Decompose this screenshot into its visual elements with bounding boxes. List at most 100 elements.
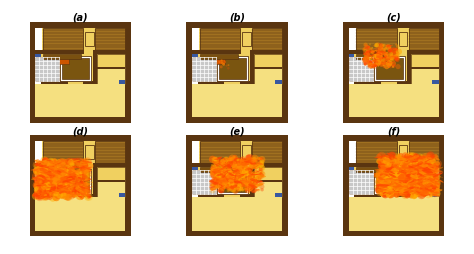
Circle shape	[75, 176, 76, 177]
Circle shape	[427, 159, 428, 161]
Circle shape	[404, 183, 410, 189]
Circle shape	[426, 195, 428, 196]
Circle shape	[55, 187, 61, 192]
Circle shape	[38, 174, 39, 176]
Circle shape	[234, 183, 242, 190]
Circle shape	[402, 179, 404, 181]
Circle shape	[407, 156, 413, 162]
Circle shape	[379, 54, 382, 56]
Circle shape	[422, 155, 426, 159]
Ellipse shape	[406, 190, 419, 193]
Circle shape	[401, 172, 408, 180]
Circle shape	[396, 53, 400, 56]
Circle shape	[421, 170, 424, 173]
Circle shape	[431, 170, 433, 171]
Circle shape	[261, 187, 262, 188]
Ellipse shape	[222, 171, 226, 173]
Ellipse shape	[38, 160, 46, 165]
Circle shape	[381, 167, 384, 171]
Circle shape	[403, 180, 407, 184]
Circle shape	[363, 57, 369, 64]
Circle shape	[390, 193, 392, 194]
Circle shape	[412, 156, 418, 162]
Circle shape	[85, 164, 88, 167]
Circle shape	[242, 183, 246, 186]
Ellipse shape	[378, 189, 389, 191]
Bar	[192, 55, 198, 59]
Circle shape	[420, 183, 424, 187]
Circle shape	[84, 193, 91, 201]
Circle shape	[242, 183, 245, 186]
Circle shape	[401, 189, 410, 198]
Circle shape	[75, 175, 82, 182]
Circle shape	[34, 190, 41, 197]
Ellipse shape	[225, 169, 232, 171]
Circle shape	[229, 155, 236, 162]
Circle shape	[255, 172, 257, 174]
Ellipse shape	[381, 177, 385, 178]
Circle shape	[68, 169, 76, 177]
Circle shape	[381, 165, 384, 168]
Circle shape	[398, 188, 401, 191]
Circle shape	[60, 189, 64, 194]
Ellipse shape	[412, 186, 421, 189]
Circle shape	[390, 59, 392, 61]
Ellipse shape	[76, 183, 86, 185]
Ellipse shape	[399, 167, 403, 169]
Ellipse shape	[228, 179, 234, 182]
Circle shape	[394, 165, 396, 167]
Circle shape	[384, 48, 387, 50]
Circle shape	[41, 165, 46, 170]
Circle shape	[63, 186, 67, 190]
Circle shape	[50, 192, 55, 196]
Ellipse shape	[45, 173, 51, 176]
Ellipse shape	[217, 180, 226, 182]
Ellipse shape	[83, 170, 92, 171]
Circle shape	[428, 161, 429, 163]
Circle shape	[40, 189, 46, 195]
Circle shape	[67, 161, 72, 166]
Ellipse shape	[401, 177, 409, 182]
Circle shape	[70, 162, 71, 164]
Circle shape	[210, 173, 213, 176]
Ellipse shape	[211, 157, 217, 159]
Circle shape	[240, 169, 243, 172]
Circle shape	[64, 160, 70, 166]
Circle shape	[373, 57, 378, 63]
Circle shape	[57, 193, 60, 195]
Circle shape	[394, 57, 398, 62]
Circle shape	[216, 169, 218, 171]
Circle shape	[378, 190, 380, 192]
Ellipse shape	[382, 57, 387, 59]
Circle shape	[414, 189, 420, 195]
Ellipse shape	[32, 194, 40, 197]
Circle shape	[384, 59, 391, 65]
Ellipse shape	[430, 165, 433, 168]
Ellipse shape	[408, 188, 412, 190]
Bar	[410, 181, 439, 197]
Circle shape	[254, 185, 256, 187]
Circle shape	[219, 183, 221, 186]
Circle shape	[213, 168, 220, 174]
Circle shape	[399, 178, 405, 185]
Circle shape	[435, 162, 440, 166]
Circle shape	[408, 154, 416, 162]
Bar	[35, 28, 125, 118]
Circle shape	[417, 173, 425, 181]
Ellipse shape	[386, 184, 399, 188]
Circle shape	[68, 180, 71, 183]
Circle shape	[395, 171, 400, 176]
Circle shape	[61, 181, 64, 184]
Circle shape	[219, 161, 226, 168]
Circle shape	[243, 161, 246, 164]
Circle shape	[375, 178, 383, 186]
Circle shape	[46, 184, 47, 185]
Circle shape	[73, 181, 81, 189]
Circle shape	[68, 184, 76, 191]
Circle shape	[403, 183, 411, 191]
Ellipse shape	[404, 170, 413, 172]
Circle shape	[49, 174, 55, 179]
Circle shape	[232, 164, 235, 167]
Circle shape	[387, 187, 391, 190]
Ellipse shape	[67, 191, 73, 194]
